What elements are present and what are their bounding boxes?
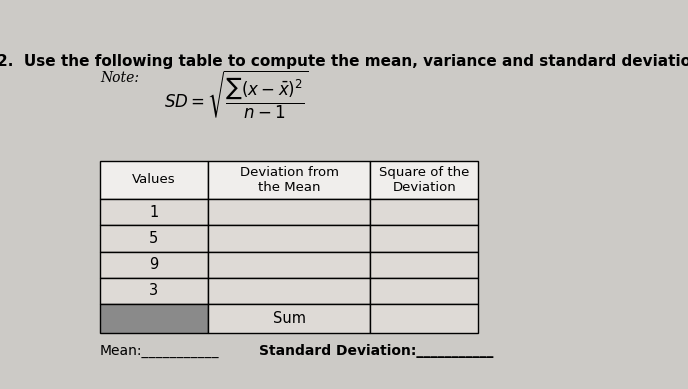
Bar — [100, 304, 208, 333]
Text: 3: 3 — [149, 283, 158, 298]
Text: Standard Deviation:___________: Standard Deviation:___________ — [259, 344, 493, 358]
Bar — [100, 225, 208, 252]
Bar — [100, 252, 208, 278]
Bar — [208, 252, 370, 278]
Bar — [208, 199, 370, 225]
Text: Values: Values — [132, 173, 175, 186]
Text: Sum: Sum — [272, 311, 305, 326]
Text: Note:: Note: — [100, 71, 148, 85]
Bar — [370, 304, 478, 333]
Bar — [370, 278, 478, 304]
Bar — [208, 304, 370, 333]
Bar — [208, 161, 370, 199]
Bar — [370, 199, 478, 225]
Bar — [208, 225, 370, 252]
Text: Mean:___________: Mean:___________ — [100, 344, 219, 358]
Bar — [370, 161, 478, 199]
Bar — [100, 278, 208, 304]
Text: 5: 5 — [149, 231, 158, 246]
Bar — [208, 278, 370, 304]
Bar — [100, 199, 208, 225]
Text: 1: 1 — [149, 205, 158, 220]
Text: 9: 9 — [149, 257, 158, 272]
Text: $SD = \sqrt{\dfrac{\sum(x-\bar{x})^2}{n-1}}$: $SD = \sqrt{\dfrac{\sum(x-\bar{x})^2}{n-… — [164, 68, 308, 121]
Text: 2.  Use the following table to compute the mean, variance and standard deviation: 2. Use the following table to compute th… — [0, 54, 688, 69]
Bar — [370, 225, 478, 252]
Text: Square of the
Deviation: Square of the Deviation — [379, 166, 469, 194]
Bar — [100, 161, 208, 199]
Bar — [370, 252, 478, 278]
Text: Deviation from
the Mean: Deviation from the Mean — [239, 166, 338, 194]
